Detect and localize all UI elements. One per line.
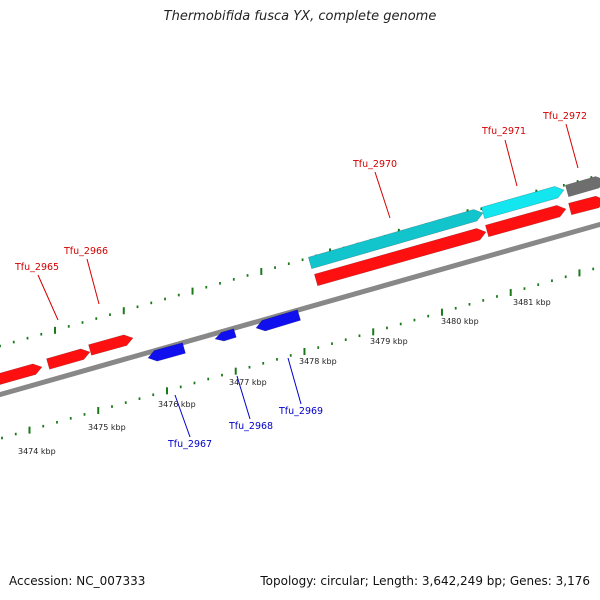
gene-label-tfu-2965[interactable]: Tfu_2965	[14, 262, 59, 273]
gene-features	[0, 176, 600, 385]
leader-tfu-2972	[565, 123, 579, 169]
gene-label-tfu-2966[interactable]: Tfu_2966	[63, 246, 108, 257]
gene-arrow-tfu-2970[interactable]	[313, 228, 487, 287]
genome-stats-text: Topology: circular; Length: 3,642,249 bp…	[260, 574, 590, 588]
gene-arrow-grey-2972[interactable]	[564, 176, 600, 198]
leader-tfu-2970	[374, 171, 391, 219]
gene-arrow-highlight-2970[interactable]	[307, 209, 484, 270]
gene-arrow-tfu-2965[interactable]	[0, 363, 43, 385]
scale-label-3481: 3481 kbp	[513, 298, 551, 307]
leader-tfu-2965	[37, 274, 59, 321]
scale-label-3474: 3474 kbp	[18, 447, 56, 456]
leader-tfu-2967	[174, 394, 191, 438]
gene-arrow-tfu-2968[interactable]	[214, 328, 237, 342]
gene-label-tfu-2971[interactable]: Tfu_2971	[481, 126, 526, 137]
map-title: Thermobifida fusca YX, complete genome	[163, 9, 437, 24]
leader-tfu-2966	[86, 258, 100, 305]
scale-label-3480: 3480 kbp	[441, 317, 479, 326]
gene-arrow-tfu-2966b[interactable]	[88, 334, 134, 356]
gene-arrow-tfu-2967[interactable]	[147, 342, 186, 362]
genome-backbone	[0, 221, 600, 398]
scale-label-3479: 3479 kbp	[370, 337, 408, 346]
gene-label-tfu-2969[interactable]: Tfu_2969	[278, 406, 323, 417]
gene-label-tfu-2967[interactable]: Tfu_2967	[167, 439, 212, 450]
leader-tfu-2968	[236, 375, 251, 420]
tick-tracks	[0, 176, 595, 440]
gene-arrow-tfu-2972[interactable]	[568, 195, 600, 216]
accession-text: Accession: NC_007333	[9, 574, 146, 588]
gene-label-tfu-2972[interactable]: Tfu_2972	[542, 111, 587, 122]
gene-arrow-highlight-2971[interactable]	[480, 186, 565, 220]
gene-label-tfu-2970[interactable]: Tfu_2970	[352, 159, 397, 170]
leader-tfu-2969	[287, 357, 302, 405]
scale-label-3477: 3477 kbp	[229, 378, 267, 387]
gene-label-tfu-2968[interactable]: Tfu_2968	[228, 421, 273, 432]
leader-tfu-2971	[504, 139, 518, 187]
gene-arrow-tfu-2971[interactable]	[485, 205, 567, 238]
gene-arrow-tfu-2966a[interactable]	[46, 348, 91, 370]
label-leader-lines	[37, 123, 579, 438]
scale-label-3478: 3478 kbp	[299, 357, 337, 366]
tick-track-lower	[1, 267, 595, 440]
scale-label-3475: 3475 kbp	[88, 423, 126, 432]
scale-label-3476: 3476 kbp	[158, 400, 196, 409]
gene-arrow-tfu-2969[interactable]	[255, 309, 301, 332]
